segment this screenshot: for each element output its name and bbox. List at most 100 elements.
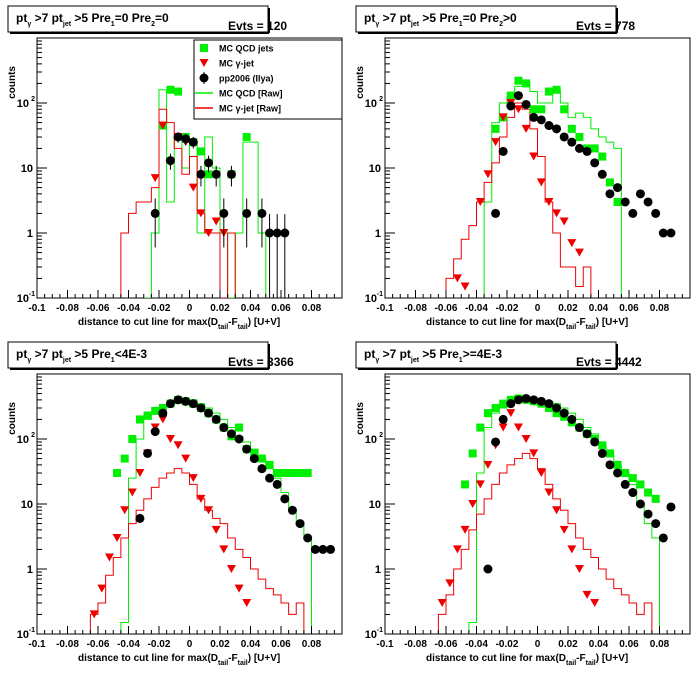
data-point [295, 519, 305, 529]
data-point [620, 197, 630, 207]
gamma-point [521, 435, 531, 443]
qcd-point [196, 147, 205, 156]
y-axis-label: counts [7, 66, 18, 99]
data-point [559, 408, 569, 418]
data-point [529, 395, 539, 405]
legend-label: MC QCD [Raw] [219, 89, 283, 99]
qcd-point [235, 423, 244, 432]
x-tick-label: -0.02 [496, 303, 519, 314]
panel-title: ptγ >7 ptjet >5 Pre1>=4E-3 [364, 347, 502, 364]
x-axis-label-part: ) [U+V] [596, 317, 629, 328]
x-axis-label-sub: tail [566, 324, 576, 331]
data-point [574, 143, 584, 153]
qcd-point [605, 449, 614, 458]
qcd-point [242, 132, 251, 141]
qcd-point [598, 441, 607, 450]
title-part: >7 [31, 11, 48, 25]
x-axis-label-sub: tail [218, 660, 228, 667]
x-axis-label-sub: tail [566, 660, 576, 667]
data-point [318, 544, 328, 554]
x-tick-label: 0.02 [210, 303, 230, 314]
gamma-point [104, 553, 114, 562]
data-point [265, 228, 275, 238]
gamma-point [513, 105, 523, 114]
x-tick-label: 0 [187, 303, 193, 314]
data-point [605, 460, 615, 470]
gamma-point [567, 239, 577, 248]
x-tick-label: -0.04 [465, 303, 488, 314]
x-tick-label: -0.02 [148, 639, 171, 650]
data-point [226, 169, 236, 179]
qcd-point [288, 468, 297, 477]
data-point [150, 208, 160, 218]
qcd-point [265, 460, 274, 469]
data-point [219, 208, 229, 218]
qcd-point [120, 454, 129, 463]
data-point [158, 408, 168, 418]
gamma-point [544, 197, 554, 206]
title-sub: 1 [111, 357, 115, 364]
gamma-point [150, 174, 160, 183]
gamma-point [437, 598, 447, 607]
gamma-point [211, 525, 221, 534]
data-point [211, 414, 221, 424]
data-point [597, 448, 607, 458]
data-point [165, 399, 175, 409]
y-tick-label: 10 [365, 98, 377, 110]
x-axis-label-sub: tail [586, 324, 596, 331]
title-sub: jet [62, 357, 72, 364]
qcd-point [461, 480, 470, 489]
y-tick-label: 10 [17, 293, 29, 305]
title-part: =0 [155, 11, 169, 25]
panel-title: ptγ >7 ptjet >5 Pre1<4E-3 [16, 347, 147, 364]
qcd-point [257, 454, 266, 463]
title-sub: γ [375, 357, 379, 364]
y-axis-label: counts [355, 66, 366, 99]
gamma-point [498, 113, 508, 122]
legend-box [193, 39, 343, 120]
data-point [529, 112, 539, 122]
qcd-point [544, 87, 553, 96]
data-point [265, 473, 275, 483]
data-point [544, 399, 554, 409]
gamma-point [234, 584, 244, 593]
title-part: =0 Pre [115, 11, 152, 25]
data-point [196, 169, 206, 179]
panel-title: ptγ >7 ptjet >5 Pre1=0 Pre2>0 [364, 11, 517, 28]
data-point [536, 115, 546, 125]
hist-gamma-raw [89, 468, 305, 634]
gamma-point [127, 488, 137, 497]
gamma-point [219, 545, 229, 554]
x-tick-label: -0.08 [56, 303, 79, 314]
x-tick-label: 0.08 [650, 639, 670, 650]
gamma-point [181, 454, 191, 463]
x-tick-label: 0.04 [241, 639, 261, 650]
evts-label: Evts = 778 [576, 19, 635, 33]
panel-title-box [355, 341, 617, 369]
data-point [173, 132, 183, 142]
legend-label: MC QCD jets [219, 44, 274, 54]
data-point [582, 146, 592, 156]
data-point [143, 448, 153, 458]
data-point [326, 544, 336, 554]
x-tick-label: 0.08 [302, 303, 322, 314]
gamma-point [165, 435, 175, 443]
gamma-point [158, 121, 168, 130]
qcd-point [158, 403, 167, 412]
x-axis-label: distance to cut line for max(Dtail-Ftail… [78, 653, 280, 667]
data-point [521, 99, 531, 109]
plot-area [120, 85, 290, 298]
data-point [226, 429, 236, 439]
y-tick-label-exp: -1 [377, 291, 383, 298]
qcd-point [605, 178, 614, 187]
y-tick-label: 10 [365, 293, 377, 305]
y-axis-label: counts [7, 402, 18, 435]
gamma-point [536, 178, 546, 187]
data-point [513, 395, 523, 405]
gamma-point [204, 506, 214, 515]
data-point [567, 414, 577, 424]
title-part: >5 Pre [71, 347, 111, 361]
qcd-point [491, 124, 500, 133]
data-point [666, 502, 676, 512]
